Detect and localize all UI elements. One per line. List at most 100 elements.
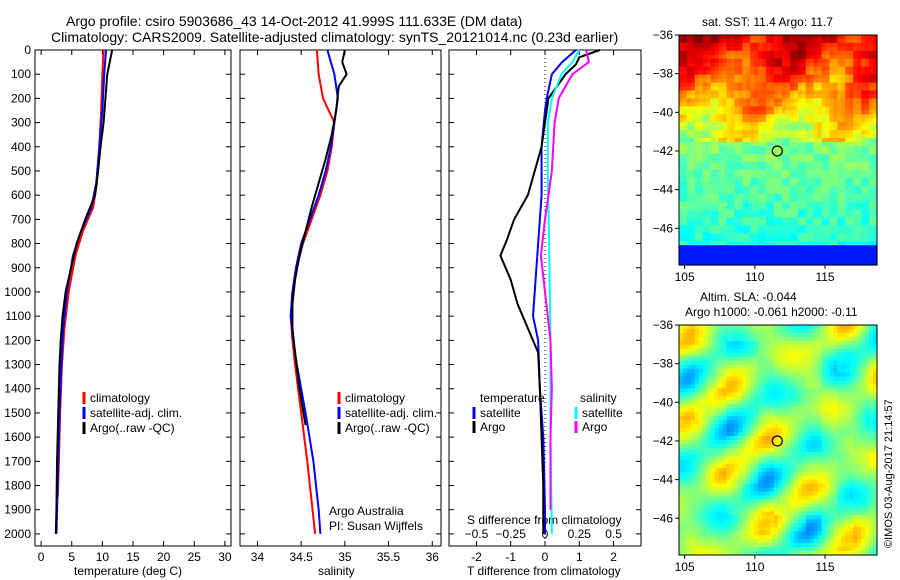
- map-cell: [690, 376, 696, 382]
- map-cell: [679, 376, 684, 382]
- map-cell: [774, 440, 779, 445]
- map-cell: [778, 173, 783, 179]
- map-cell: [718, 463, 724, 469]
- map-cell: [742, 154, 747, 159]
- map-cell: [679, 412, 684, 417]
- map-cell: [805, 173, 811, 179]
- map-cell: [853, 455, 858, 461]
- map-cell: [702, 134, 708, 139]
- map-cell: [770, 70, 775, 76]
- map-cell: [718, 161, 724, 167]
- map-cell: [853, 340, 858, 346]
- map-cell: [714, 46, 720, 52]
- map-cell: [722, 209, 728, 215]
- map-cell: [793, 209, 799, 215]
- map-cell: [730, 364, 736, 370]
- map-cell: [849, 157, 854, 163]
- map-cell: [762, 150, 767, 155]
- map-cell: [726, 138, 732, 143]
- map-cell: [698, 138, 704, 143]
- map-cell: [754, 106, 759, 111]
- map-cell: [770, 348, 775, 354]
- map-cell: [679, 467, 684, 473]
- map-cell: [841, 424, 846, 429]
- map-cell: [809, 193, 815, 199]
- map-cell: [809, 150, 815, 155]
- map-cell: [679, 253, 684, 258]
- map-cell: [726, 169, 732, 175]
- map-cell: [710, 257, 716, 262]
- map-cell: [853, 352, 858, 358]
- map-cell: [730, 412, 736, 417]
- map-cell: [785, 46, 791, 52]
- map-cell: [730, 193, 736, 199]
- map-cell: [841, 404, 846, 409]
- map-cell: [754, 253, 759, 258]
- map-cell: [873, 165, 878, 171]
- map-cell: [754, 463, 759, 469]
- map-cell: [797, 142, 803, 147]
- map-cell: [766, 78, 771, 84]
- map-cell: [853, 440, 858, 445]
- map-cell: [785, 189, 791, 195]
- map-cell: [789, 157, 795, 163]
- map-cell: [679, 157, 684, 163]
- map-cell: [793, 447, 799, 453]
- map-cell: [774, 416, 779, 421]
- x-tick-label: 0: [542, 550, 549, 564]
- map-cell: [683, 467, 688, 473]
- x-tick-label: 34: [251, 550, 265, 564]
- map-cell: [694, 384, 700, 390]
- map-cell: [849, 66, 854, 72]
- map-cell: [845, 169, 850, 175]
- map-cell: [817, 325, 823, 330]
- map-cell: [809, 372, 815, 378]
- map-cell: [785, 233, 791, 238]
- map-cell: [679, 364, 684, 370]
- map-cell: [841, 94, 846, 100]
- map-cell: [690, 436, 696, 441]
- map-cell: [679, 150, 684, 155]
- map-cell: [837, 90, 842, 96]
- map-cell: [694, 436, 700, 441]
- map-cell: [694, 58, 700, 64]
- map-cell: [853, 237, 858, 242]
- map-cell: [718, 360, 724, 366]
- map-cell: [714, 94, 720, 100]
- map-cell: [754, 332, 759, 338]
- map-cell: [845, 181, 850, 187]
- map-cell: [698, 336, 704, 342]
- map-cell: [683, 205, 688, 211]
- map-cell: [766, 447, 771, 453]
- map-cell: [813, 39, 819, 44]
- map-cell: [754, 35, 759, 40]
- map-cell: [849, 348, 854, 354]
- map-cell: [766, 157, 771, 163]
- map-cell: [690, 106, 696, 111]
- map-cell: [829, 225, 835, 230]
- map-cell: [762, 94, 767, 100]
- map-cell: [797, 416, 803, 421]
- map-cell: [746, 205, 751, 211]
- map-cell: [853, 130, 858, 135]
- map-cell: [809, 428, 815, 433]
- map-cell: [833, 241, 838, 246]
- map-cell: [710, 352, 716, 358]
- map-cell: [762, 233, 767, 238]
- map-cell: [861, 436, 866, 441]
- map-cell: [694, 181, 700, 187]
- map-cell: [778, 110, 783, 115]
- map-cell: [785, 134, 791, 139]
- map-cell: [797, 150, 803, 155]
- map-cell: [857, 261, 862, 266]
- map-cell: [746, 408, 751, 413]
- map-cell: [679, 217, 684, 222]
- map-cell: [849, 261, 854, 266]
- map-cell: [714, 102, 720, 107]
- map-cell: [746, 150, 751, 155]
- map-cell: [789, 388, 795, 393]
- map-cell: [833, 368, 838, 374]
- map-cell: [841, 229, 846, 234]
- map-cell: [679, 340, 684, 346]
- map-cell: [718, 440, 724, 445]
